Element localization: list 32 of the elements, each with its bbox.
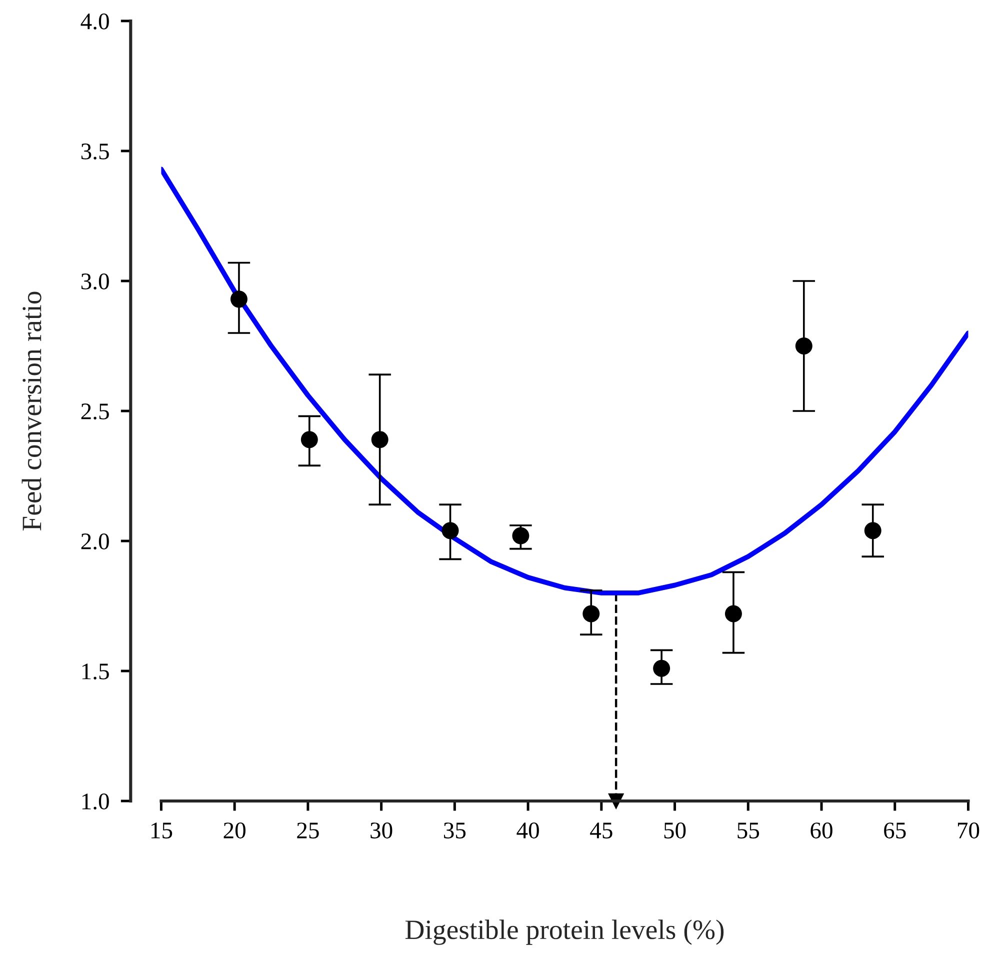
x-tick-label: 70 <box>958 822 980 838</box>
x-tick-label: 40 <box>516 822 539 838</box>
x-axis-title: Digestible protein levels (%) <box>405 920 724 945</box>
point <box>442 522 459 540</box>
y-tick-label: 2.5 <box>81 404 109 420</box>
point <box>582 605 600 622</box>
line-series <box>161 166 968 596</box>
x-tick-label: 25 <box>297 822 319 838</box>
point <box>230 290 248 308</box>
point <box>795 337 812 354</box>
point <box>371 431 388 448</box>
point <box>512 527 530 544</box>
x-tick-label: 65 <box>884 822 906 838</box>
x-tick-label: 45 <box>590 822 612 838</box>
point <box>864 522 882 540</box>
x-tick-label: 30 <box>370 822 392 838</box>
y-tick-label: 4.0 <box>80 13 109 30</box>
y-tick-label: 3.5 <box>81 144 109 160</box>
x-tick-label: 35 <box>444 822 466 838</box>
y-tick-label: 1.5 <box>82 664 109 680</box>
x-tick-label: 50 <box>664 822 686 838</box>
x-tick-label: 15 <box>151 822 172 838</box>
y-tick-label: 2.0 <box>81 533 109 550</box>
point <box>724 605 742 622</box>
x-tick-label: 60 <box>810 822 832 838</box>
point <box>653 660 670 677</box>
y-tick-label: 3.0 <box>81 273 109 290</box>
y-tick-label: 1.0 <box>82 793 109 810</box>
x-tick-label: 20 <box>224 822 246 838</box>
y-axis-title: Feed conversion ratio <box>22 292 42 531</box>
x-tick-label: 55 <box>738 822 760 838</box>
point <box>300 431 318 448</box>
